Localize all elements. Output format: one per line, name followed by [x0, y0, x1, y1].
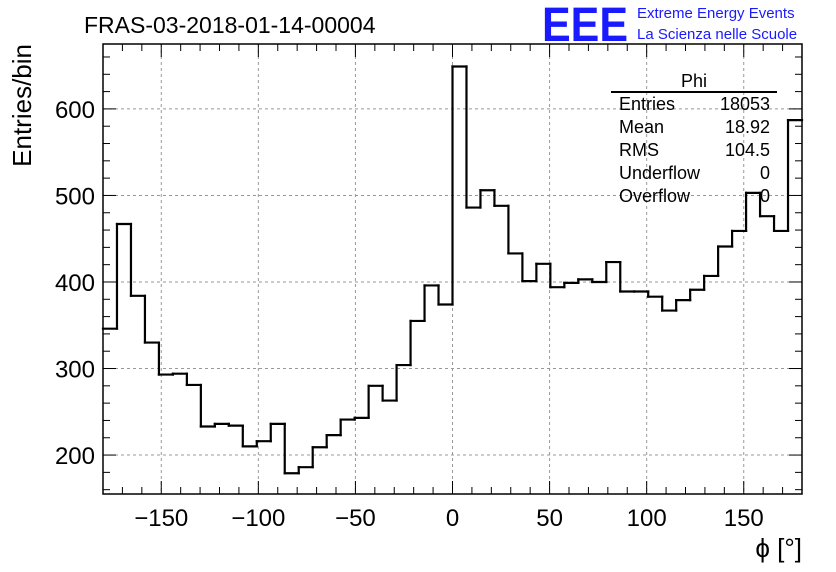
axis-ticks: [102, 44, 803, 494]
y-tick-label: 500: [55, 183, 95, 210]
stats-value-overflow: 0: [760, 186, 770, 206]
logo-line-1: Extreme Energy Events: [637, 5, 795, 22]
stats-label-overflow: Overflow: [619, 186, 691, 206]
logo-line-2: La Scienza nelle Scuole: [637, 26, 797, 43]
x-tick-label: 100: [627, 505, 667, 532]
stats-box: Phi Entries 18053 Mean 18.92 RMS 104.5 U…: [611, 71, 777, 206]
x-tick-label: 0: [446, 505, 459, 532]
x-tick-label: −50: [335, 505, 376, 532]
stats-value-mean: 18.92: [725, 117, 770, 137]
stats-value-underflow: 0: [760, 163, 770, 183]
stats-label-rms: RMS: [619, 140, 659, 160]
stats-value-entries: 18053: [720, 94, 770, 114]
x-tick-label: 50: [536, 505, 563, 532]
chart-title: FRAS-03-2018-01-14-00004: [84, 12, 376, 38]
x-tick-label: −150: [134, 505, 188, 532]
x-tick-label: 150: [724, 505, 764, 532]
y-axis-label: Entries/bin: [7, 44, 37, 167]
stats-label-mean: Mean: [619, 117, 664, 137]
y-tick-label: 300: [55, 357, 95, 384]
y-tick-label: 200: [55, 443, 95, 470]
tick-labels: −150 −100 −50 0 50 100 150 200 300 400 500 600: [55, 97, 764, 532]
stats-label-entries: Entries: [619, 94, 675, 114]
x-tick-label: −100: [231, 505, 285, 532]
eee-logo-mark: EEE: [542, 0, 628, 52]
stats-value-rms: 104.5: [725, 140, 770, 160]
eee-logo: EEE Extreme Energy Events La Scienza nel…: [542, 0, 797, 52]
y-tick-label: 400: [55, 270, 95, 297]
stats-label-underflow: Underflow: [619, 163, 701, 183]
y-tick-label: 600: [55, 97, 95, 124]
histogram-series: [101, 65, 804, 475]
x-axis-label: ϕ [°]: [755, 533, 802, 563]
stats-box-title: Phi: [681, 71, 707, 91]
